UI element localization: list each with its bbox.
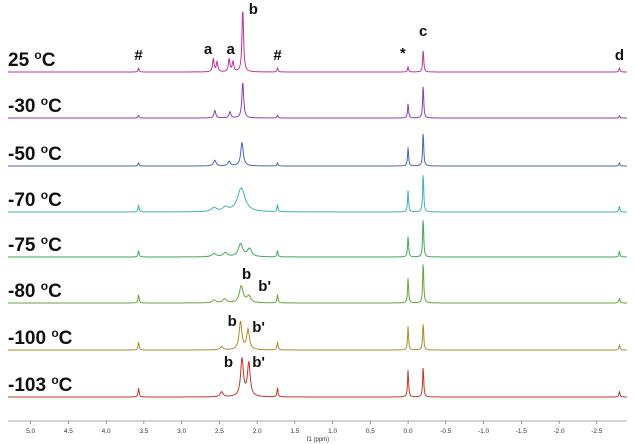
x-axis: 5.0 4.5 4.0 3.5 3.0 2.5 2.0 1.5 1.0 0.5 0.0 -0.5 -1.…: [8, 420, 627, 443]
x-tick-label: 2.0: [253, 428, 262, 435]
temperature-label: -50 oC: [8, 142, 62, 165]
peak-annotation: #: [134, 47, 143, 64]
x-tick-label: -2.0: [553, 428, 565, 435]
peak-annotations: # a a b # * c d b b' b b' b b': [134, 1, 624, 371]
spectrum-trace: [8, 82, 627, 119]
spectrum-trace: [8, 357, 627, 398]
peak-annotation: c: [419, 23, 427, 40]
peak-annotation: b': [258, 278, 271, 295]
x-tick-label: 2.5: [215, 428, 224, 435]
x-tick-label: 1.0: [328, 428, 337, 435]
temperature-label: -100 oC: [8, 326, 73, 349]
peak-annotation: b: [242, 266, 251, 283]
x-tick-label: -1.0: [478, 428, 490, 435]
x-tick-label: 1.5: [290, 428, 299, 435]
x-axis-ticks: 5.0 4.5 4.0 3.5 3.0 2.5 2.0 1.5 1.0 0.5 0.0 -0.5 -1.…: [26, 421, 603, 435]
spectrum-trace: [8, 175, 628, 213]
peak-annotation: b': [252, 319, 265, 336]
x-tick-label: 0.5: [366, 428, 375, 435]
x-tick-label: 4.5: [64, 428, 73, 435]
peak-annotation: b: [224, 354, 233, 371]
peak-annotation: b': [252, 354, 265, 371]
peak-annotation: d: [615, 47, 624, 64]
x-tick-label: 0.0: [404, 428, 413, 435]
x-tick-label: 3.5: [139, 428, 148, 435]
temperature-labels: 25 oC -30 oC -50 oC -70 oC -75 oC -80 oC -100 …: [8, 48, 73, 396]
x-tick-label: 5.0: [26, 428, 35, 435]
temperature-label: 25 oC: [8, 48, 56, 71]
spectrum-trace: [8, 11, 627, 73]
spectrum-trace: [8, 264, 628, 304]
peak-annotation: b: [249, 1, 258, 18]
temperature-label: -103 oC: [8, 373, 73, 396]
peak-annotation: a: [227, 41, 236, 58]
peak-annotation: *: [400, 45, 406, 62]
temperature-label: -80 oC: [8, 279, 62, 302]
x-tick-label: -2.5: [591, 428, 603, 435]
x-tick-label: -1.5: [516, 428, 528, 435]
x-tick-label: 4.0: [102, 428, 111, 435]
spectrum-trace: [8, 133, 627, 167]
spectrum-trace: [8, 220, 628, 258]
peak-annotation: b: [228, 313, 237, 330]
x-tick-label: -0.5: [440, 428, 452, 435]
temperature-label: -70 oC: [8, 188, 62, 211]
x-tick-label: 3.0: [177, 428, 186, 435]
temperature-label: -75 oC: [8, 233, 62, 256]
peak-annotation: #: [273, 47, 282, 64]
temperature-label: -30 oC: [8, 94, 62, 117]
x-axis-title: f1 (ppm): [307, 437, 329, 443]
peak-annotation: a: [204, 41, 213, 58]
spectra-traces: [8, 11, 628, 398]
spectrum-trace: [8, 320, 628, 351]
